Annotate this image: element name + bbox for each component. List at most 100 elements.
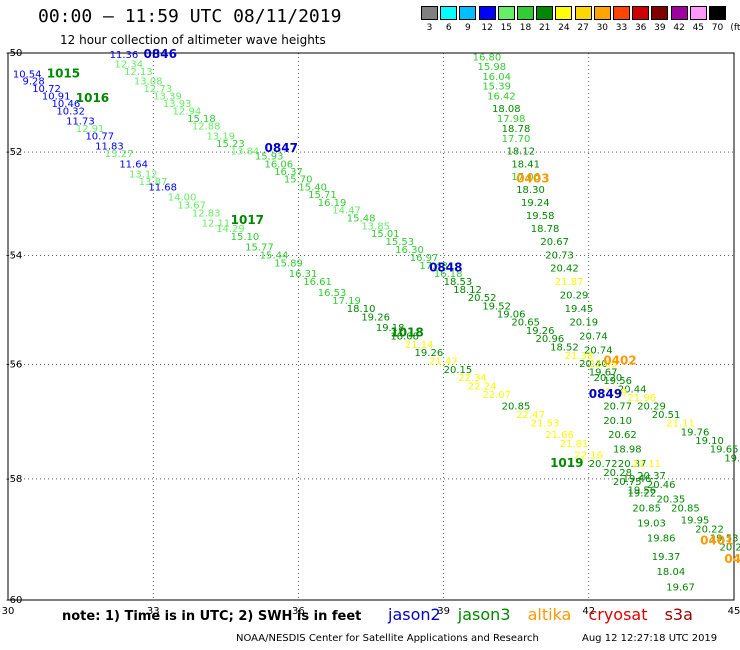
swh-value: 15.18 xyxy=(187,114,216,125)
swh-value: 16.31 xyxy=(289,269,318,280)
swh-value: 12.11 xyxy=(202,219,231,230)
color-swatch-12 xyxy=(478,6,496,20)
legend-altika: altika xyxy=(527,605,572,624)
pass-label: 0401 xyxy=(700,534,733,548)
color-swatch-27 xyxy=(574,6,592,20)
swh-value: 22.24 xyxy=(468,382,497,393)
swh-value: 11.83 xyxy=(95,142,124,153)
swh-value: 16.80 xyxy=(473,52,502,63)
swh-value: 22.07 xyxy=(482,390,511,401)
swh-value: 20.72 xyxy=(589,459,618,470)
swh-value: 16.19 xyxy=(318,198,347,209)
lon-tick-label: 42 xyxy=(582,606,595,617)
swh-value: 20.51 xyxy=(652,410,681,421)
color-swatch-15 xyxy=(497,6,515,20)
swh-value: 12.83 xyxy=(192,208,221,219)
color-swatch-33 xyxy=(613,6,630,20)
swh-value: 19.10 xyxy=(695,436,724,447)
swh-value: 20.10 xyxy=(603,416,632,427)
lon-tick-label: 30 xyxy=(2,606,15,617)
legend-s3a: s3a xyxy=(664,605,693,624)
swh-value: 13.12 xyxy=(129,170,158,181)
swh-value: 15.23 xyxy=(216,139,245,150)
swh-value: 15.44 xyxy=(260,250,289,261)
color-swatch-39 xyxy=(651,6,669,20)
swh-value: 11.73 xyxy=(66,116,95,127)
color-swatch-30 xyxy=(593,6,611,20)
swh-value: 19.26 xyxy=(361,312,390,323)
swh-value: 20.52 xyxy=(468,293,497,304)
swh-value: 13.93 xyxy=(163,99,192,110)
color-label-30: 30 xyxy=(596,23,609,33)
swh-value: 20.28 xyxy=(603,468,632,479)
pass-label: 1017 xyxy=(231,213,264,227)
swh-value: 13.67 xyxy=(177,200,206,211)
swh-value: 15.77 xyxy=(245,242,274,253)
swh-value: 10.46 xyxy=(52,99,81,110)
swh-value: 12.13 xyxy=(124,67,153,78)
swh-value: 14.00 xyxy=(168,193,197,204)
swh-value: 20.73 xyxy=(545,250,574,261)
swh-value: 20.42 xyxy=(550,264,579,275)
swh-value: 19.86 xyxy=(647,534,676,545)
swh-value: 19.64 xyxy=(724,453,740,464)
pass-label: 1019 xyxy=(550,456,583,470)
pass-label: 1018 xyxy=(390,326,423,340)
lon-tick-label: 36 xyxy=(292,606,305,617)
swh-value: 21.81 xyxy=(560,439,589,450)
swh-value: 20.46 xyxy=(647,480,676,491)
swh-value: 13.08 xyxy=(134,77,163,88)
lon-tick-label: 39 xyxy=(437,606,450,617)
map-gridlines xyxy=(7,52,735,601)
swh-value: 19.67 xyxy=(666,583,695,594)
swh-value: 13.27 xyxy=(105,149,134,160)
swh-value: 18.41 xyxy=(511,159,540,170)
swh-value: 16.42 xyxy=(487,92,516,103)
color-swatch-45 xyxy=(689,6,707,20)
swh-value: 18.78 xyxy=(531,224,560,235)
color-label-21: 21 xyxy=(538,23,551,33)
pass-label: 1016 xyxy=(76,91,109,105)
swh-value: 21.11 xyxy=(666,419,695,430)
swh-value: 19.52 xyxy=(482,301,511,312)
swh-value: 16.97 xyxy=(410,253,439,264)
lat-tick-label: -52 xyxy=(6,147,22,158)
swh-value: 14.47 xyxy=(332,206,361,217)
color-label-15: 15 xyxy=(500,23,513,33)
swh-value: 17.70 xyxy=(502,134,531,145)
legend-cryosat: cryosat xyxy=(588,605,648,624)
swh-value: 19.18 xyxy=(376,323,405,334)
swh-value: 20.22 xyxy=(695,525,724,536)
pass-label: 0846 xyxy=(144,47,177,61)
swh-value: 12.91 xyxy=(76,124,105,135)
color-label-70: 70 xyxy=(711,23,724,33)
swh-value: 19.56 xyxy=(603,376,632,387)
swh-value: 20.37 xyxy=(618,459,647,470)
swh-value: 16.18 xyxy=(434,269,463,280)
color-label-33: 33 xyxy=(615,23,628,33)
swh-value: 20.40 xyxy=(579,359,608,370)
swh-value: 13.19 xyxy=(206,131,235,142)
color-swatch-70 xyxy=(709,6,726,20)
swh-value: 20.37 xyxy=(637,471,666,482)
swh-value: 20.74 xyxy=(584,345,613,356)
swh-value: 20.75 xyxy=(613,477,642,488)
swh-value: 16.37 xyxy=(274,167,303,178)
swh-value: 15.98 xyxy=(477,62,506,73)
swh-value: 20.85 xyxy=(632,504,661,515)
swh-value: 21.53 xyxy=(531,419,560,430)
lat-tick-label: -58 xyxy=(6,474,22,485)
color-label-18: 18 xyxy=(519,23,532,33)
color-swatch-21 xyxy=(536,6,554,20)
swh-value: 15.53 xyxy=(386,237,415,248)
swh-value: 20.96 xyxy=(536,334,565,345)
swh-value: 19.26 xyxy=(526,326,555,337)
swh-value: 19.95 xyxy=(681,516,710,527)
swh-value: 19.76 xyxy=(681,427,710,438)
swh-value: 18.08 xyxy=(492,104,521,115)
swh-value: 20.44 xyxy=(618,384,647,395)
swh-value: 19.26 xyxy=(415,348,444,359)
swh-value: 10.77 xyxy=(85,131,114,142)
swh-value: 20.65 xyxy=(511,318,540,329)
units-note: note: 1) Time is in UTC; 2) SWH is in fe… xyxy=(62,609,362,624)
